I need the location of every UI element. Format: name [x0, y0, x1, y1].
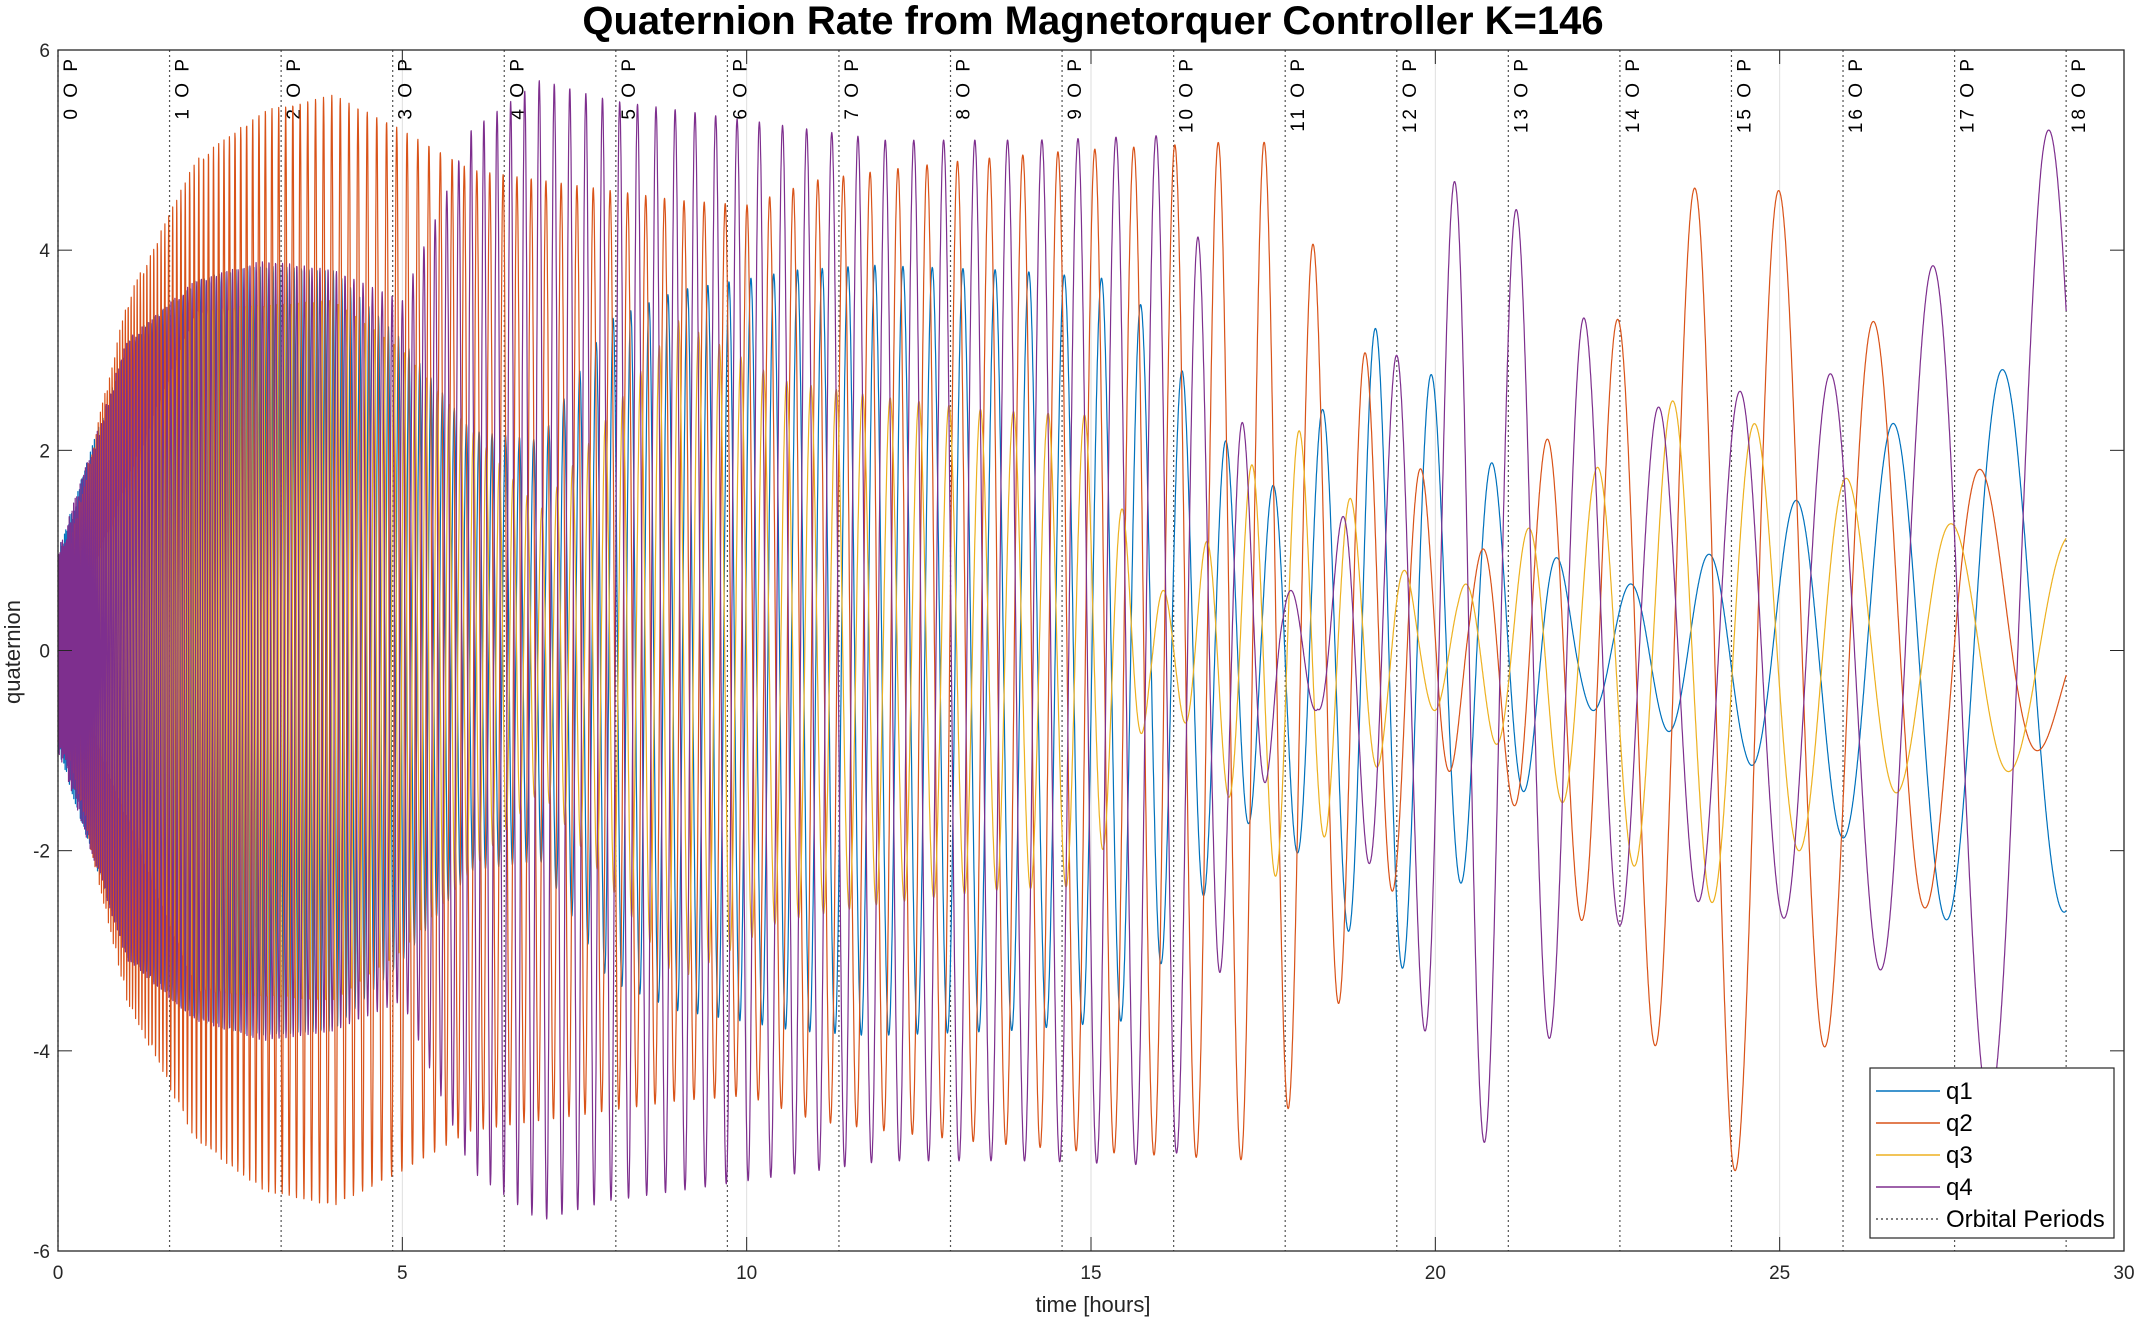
orbital-period-label: 16 O P	[1846, 56, 1867, 133]
orbital-period-label: 17 O P	[1958, 56, 1979, 133]
orbital-period-label: 0 O P	[61, 56, 82, 120]
orbital-period-label: 4 O P	[507, 56, 528, 120]
x-tick-label: 0	[53, 1263, 64, 1284]
x-tick-label: 10	[736, 1263, 757, 1284]
orbital-period-label: 11 O P	[1288, 56, 1309, 132]
legend-box	[1869, 1067, 2115, 1239]
y-tick-label: 6	[39, 41, 50, 62]
orbital-period-label: 7 O P	[842, 56, 863, 120]
y-tick-label: -6	[33, 1242, 50, 1263]
legend: q1 q2 q3 q4 Orbital Periods	[1869, 1067, 2115, 1239]
orbital-period-label: 2 O P	[284, 56, 305, 120]
orbital-period-label: 15 O P	[1734, 56, 1755, 133]
legend-label-q3: q3	[1946, 1142, 1973, 1169]
y-tick-label: -2	[33, 842, 50, 863]
orbital-period-label: 3 O P	[396, 56, 417, 120]
orbital-period-label: 14 O P	[1623, 56, 1644, 133]
orbital-period-label: 9 O P	[1065, 56, 1086, 120]
series-layer	[58, 80, 2067, 1220]
x-tick-label: 15	[1080, 1263, 1101, 1284]
orbital-period-label: 5 O P	[619, 56, 640, 120]
chart-title: Quaternion Rate from Magnetorquer Contro…	[582, 0, 1603, 43]
x-tick-label: 5	[397, 1263, 408, 1284]
x-tick-label: 30	[2113, 1263, 2134, 1284]
y-tick-label: 0	[39, 642, 50, 663]
orbital-period-label: 6 O P	[730, 56, 751, 120]
y-axis-label: quaternion	[0, 600, 25, 704]
orbital-period-label: 12 O P	[1400, 56, 1421, 133]
x-axis-label: time [hours]	[1036, 1292, 1151, 1317]
y-tick-label: -4	[33, 1042, 50, 1063]
orbital-period-label: 18 O P	[2069, 56, 2090, 133]
orbital-period-label: 13 O P	[1511, 56, 1532, 133]
series-line-q2	[58, 94, 2067, 1206]
x-tick-label: 25	[1769, 1263, 1790, 1284]
y-tick-label: 4	[39, 241, 50, 262]
series-line-q3	[58, 300, 2067, 1001]
legend-label-q1: q1	[1946, 1078, 1973, 1105]
legend-label-q2: q2	[1946, 1110, 1973, 1137]
orbital-period-label: 10 O P	[1177, 56, 1198, 133]
legend-label-q4: q4	[1946, 1174, 1973, 1201]
y-tick-label: 2	[39, 441, 50, 462]
x-tick-label: 20	[1425, 1263, 1446, 1284]
axes-layer: 0 5 10 15 20 25 30 -6 -4 -2 0 2 4 6	[33, 41, 2134, 1284]
orbital-period-label: 1 O P	[173, 56, 194, 120]
series-line-q4	[58, 80, 2067, 1220]
orbital-period-label: 8 O P	[954, 56, 975, 120]
legend-label-orbital-periods: Orbital Periods	[1946, 1206, 2105, 1233]
